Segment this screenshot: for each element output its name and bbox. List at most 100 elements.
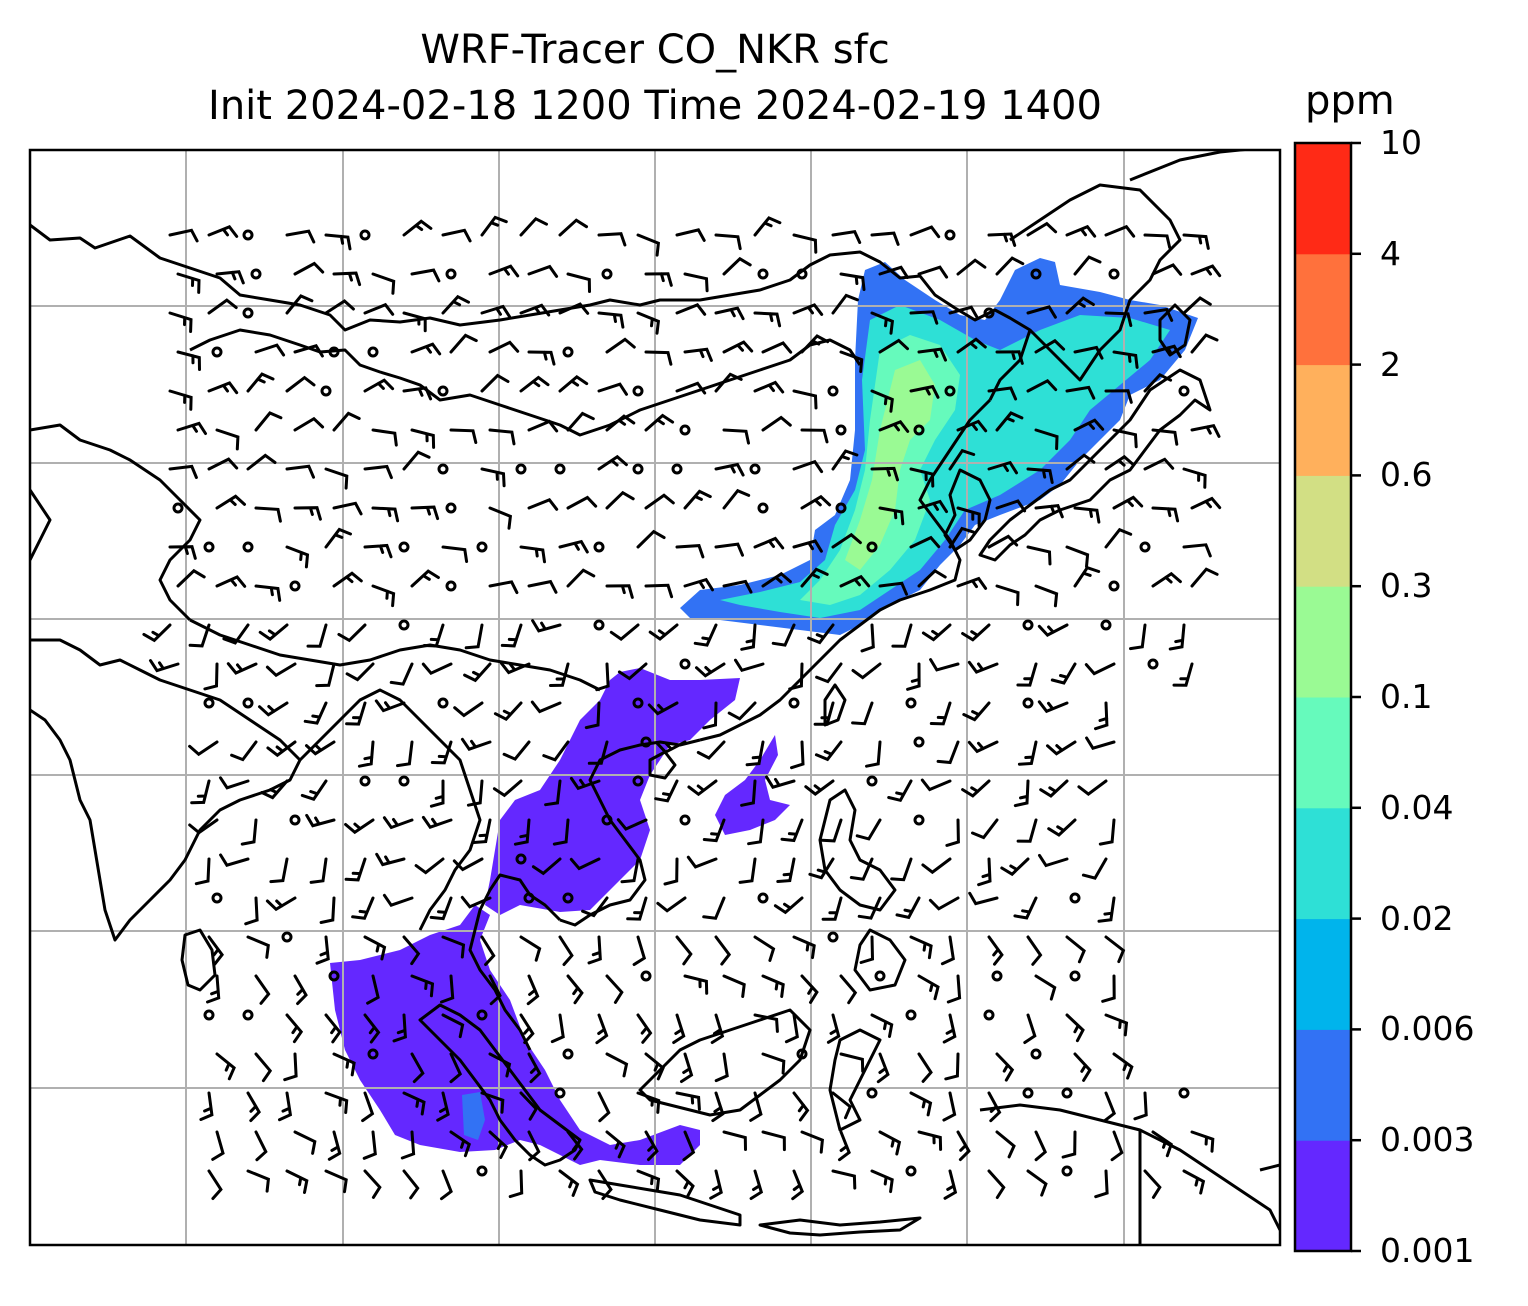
wind-barb xyxy=(488,340,520,354)
wind-barb xyxy=(244,896,259,926)
calm-circle xyxy=(1022,697,1034,709)
wind-barb xyxy=(254,411,283,432)
wind-barb xyxy=(480,467,506,488)
wind-barb xyxy=(402,386,433,401)
wind-barb xyxy=(285,229,316,244)
wind-barb xyxy=(722,428,750,445)
wind-barb xyxy=(761,341,793,354)
wind-barb xyxy=(1104,454,1135,471)
wind-barb xyxy=(584,701,601,730)
plume-sumatra-patch xyxy=(462,1092,485,1140)
wind-barb xyxy=(620,857,640,884)
wind-barb xyxy=(814,740,843,762)
wind-barb xyxy=(870,389,894,413)
calm-circle xyxy=(593,541,605,553)
wind-barb xyxy=(1073,565,1101,588)
wind-barb xyxy=(1104,1013,1129,1037)
wind-barb xyxy=(449,1052,463,1084)
wind-barb xyxy=(1034,1130,1048,1162)
wind-barb xyxy=(1016,662,1038,687)
wind-barb xyxy=(792,233,818,254)
colorbar-tick-label: 0.04 xyxy=(1380,787,1454,827)
wind-barb xyxy=(519,375,550,393)
wind-barb xyxy=(605,1130,626,1159)
wind-barb xyxy=(784,1013,799,1044)
wind-barb xyxy=(306,623,328,648)
wind-barb xyxy=(831,293,859,315)
calm-circle xyxy=(1100,619,1112,631)
wind-barb xyxy=(942,1013,957,1044)
wind-barb xyxy=(851,701,874,726)
wind-barb xyxy=(906,662,921,691)
wind-barb xyxy=(363,935,387,961)
wind-barb xyxy=(870,466,899,482)
wind-barb xyxy=(569,857,601,871)
coastlines xyxy=(30,150,1280,1245)
wind-barb xyxy=(1026,467,1054,484)
wind-barb xyxy=(1151,428,1179,446)
wind-barb xyxy=(293,974,308,1006)
wind-barb xyxy=(792,303,824,316)
wind-barb xyxy=(683,577,714,592)
calm-circle xyxy=(757,892,769,904)
calm-circle xyxy=(983,307,995,319)
wind-barb xyxy=(480,215,508,237)
wind-barb xyxy=(351,896,375,920)
wind-barb xyxy=(878,1130,902,1156)
wind-barb xyxy=(315,935,330,965)
wind-barb xyxy=(1101,974,1116,1003)
wind-barb xyxy=(402,935,421,966)
wind-barb xyxy=(987,935,1004,966)
wind-barb xyxy=(807,623,835,645)
wind-barb xyxy=(176,421,207,435)
calm-circle xyxy=(913,736,925,748)
wind-barb xyxy=(790,740,805,770)
calm-circle xyxy=(1022,619,1034,631)
wind-barb xyxy=(710,1013,725,1044)
wind-barb xyxy=(792,1091,810,1122)
wind-barb xyxy=(488,974,502,1006)
wind-barb xyxy=(648,623,679,641)
wind-barb xyxy=(1000,857,1030,877)
wind-barb xyxy=(488,580,519,595)
wind-barb xyxy=(948,305,979,320)
wind-barb xyxy=(1034,428,1059,451)
calm-circle xyxy=(203,697,215,709)
wind-barb xyxy=(753,216,782,237)
calm-circle xyxy=(866,1087,878,1099)
wind-barb xyxy=(1190,1130,1215,1153)
wind-barb xyxy=(566,411,595,432)
wind-barb xyxy=(402,1169,420,1200)
wind-barb xyxy=(188,740,219,757)
wind-barb xyxy=(722,256,752,276)
colorbar-segment xyxy=(1295,475,1351,587)
calm-circle xyxy=(1108,268,1120,280)
wind-barb xyxy=(722,1130,747,1151)
wind-barb xyxy=(936,740,960,765)
calm-circle xyxy=(913,424,925,436)
calm-circle xyxy=(1022,1087,1034,1099)
colorbar-segment xyxy=(1295,697,1351,809)
wind-barb xyxy=(1103,1091,1117,1123)
wind-barb xyxy=(1172,662,1194,687)
wind-barb xyxy=(410,1052,425,1084)
colorbar-tick-label: 10 xyxy=(1380,123,1422,162)
wind-barb xyxy=(1050,662,1077,685)
wind-barb xyxy=(738,857,757,884)
wind-barb xyxy=(917,499,948,514)
wind-barb xyxy=(519,935,542,962)
wind-barb xyxy=(1182,467,1207,489)
wind-barb xyxy=(168,311,193,333)
wind-barb xyxy=(1143,457,1175,471)
colorbar-segment xyxy=(1295,1140,1351,1252)
wind-barb xyxy=(956,258,987,276)
wind-barb xyxy=(605,414,636,432)
wind-barb xyxy=(1026,305,1057,319)
wind-barb xyxy=(421,662,453,676)
wind-barb xyxy=(566,974,584,1005)
calm-circle xyxy=(242,1009,254,1021)
wind-barb xyxy=(254,1130,268,1162)
wind-barb xyxy=(493,701,523,722)
wind-barb xyxy=(792,539,823,553)
wind-barb xyxy=(1034,584,1059,608)
